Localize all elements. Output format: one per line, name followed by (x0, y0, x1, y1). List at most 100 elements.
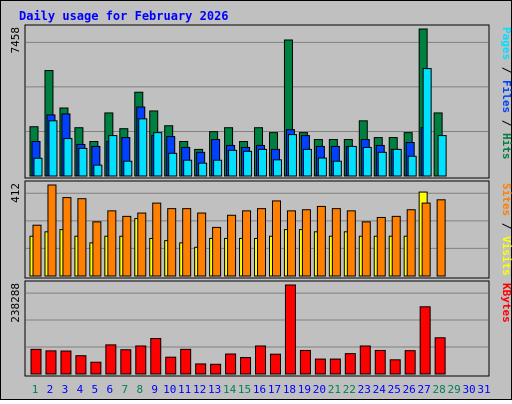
x-tick-label: 3 (62, 383, 69, 396)
x-tick-label: 26 (403, 383, 416, 396)
x-tick-label: 1 (32, 383, 39, 396)
x-tick-label: 28 (433, 383, 446, 396)
legend-part: Files (500, 80, 512, 113)
bar-kbytes (60, 350, 72, 375)
bar-sites (152, 202, 162, 277)
bar-sites (376, 216, 386, 277)
bar-sites (331, 208, 341, 277)
bar-pages (183, 159, 193, 177)
bar-kbytes (210, 363, 222, 375)
x-tick-label: 12 (193, 383, 206, 396)
bar-kbytes (225, 353, 237, 375)
bar-kbytes (105, 344, 117, 375)
bar-pages (332, 160, 342, 177)
bar-sites (182, 208, 192, 277)
bar-kbytes (135, 345, 147, 375)
bar-pages (213, 159, 223, 177)
y-max-label-kbytes: 238288 (9, 283, 22, 323)
bar-sites (436, 199, 446, 277)
legend-label-kbytes: KBytes (500, 283, 512, 323)
bar-sites (346, 210, 356, 277)
legend-part: Pages (500, 27, 512, 60)
bar-sites (257, 208, 267, 277)
bar-sites (316, 205, 326, 277)
bar-sites (391, 215, 401, 277)
x-tick-label: 23 (358, 383, 371, 396)
bar-sites (122, 215, 132, 277)
legend-part: Visits (500, 236, 512, 276)
bar-sites (421, 202, 431, 277)
bar-pages (228, 149, 238, 177)
bar-kbytes (284, 284, 296, 375)
bar-sites (47, 184, 57, 277)
bar-sites (271, 200, 281, 277)
bar-kbytes (314, 358, 326, 375)
x-tick-label: 31 (477, 383, 490, 396)
panel-requests: 7458 Pages / Files / Hits (9, 24, 512, 179)
bar-pages (138, 118, 148, 177)
x-tick-label: 24 (373, 383, 387, 396)
legend-label-requests: Pages / Files / Hits (500, 27, 512, 160)
bar-kbytes (255, 345, 267, 375)
x-tick-label: 21 (328, 383, 341, 396)
bar-pages (198, 162, 208, 177)
bar-sites (361, 221, 371, 277)
bar-pages (302, 148, 312, 177)
x-tick-label: 19 (298, 383, 311, 396)
x-tick-label: 4 (77, 383, 84, 396)
x-tick-label: 11 (178, 383, 191, 396)
x-tick-label: 2 (47, 383, 54, 396)
x-tick-label: 27 (418, 383, 431, 396)
bar-kbytes (75, 355, 87, 375)
bar-pages (108, 135, 118, 177)
bar-pages (287, 134, 297, 177)
bar-kbytes (180, 348, 192, 375)
bar-kbytes (120, 349, 132, 375)
bar-kbytes (299, 349, 311, 375)
bar-kbytes (329, 358, 341, 375)
bar-kbytes (419, 306, 431, 375)
bar-sites (167, 208, 177, 277)
bar-sites (242, 210, 252, 277)
bar-sites (137, 212, 147, 277)
bar-sites (406, 209, 416, 277)
chart-title: Daily usage for February 2026 (19, 9, 229, 23)
bar-kbytes (344, 353, 356, 375)
bar-sites (32, 224, 42, 277)
bar-kbytes (240, 357, 252, 375)
panel-kbytes: 238288 KBytes (9, 280, 512, 377)
bar-pages (48, 120, 58, 177)
x-axis-labels: 1 2 3 4 5 6 7 8 9 10 11 12 13 14 15 16 17 18 19 20 21 22 23 24 2… (32, 383, 491, 396)
bar-pages (153, 132, 163, 177)
y-max-label-visitors: 412 (9, 183, 22, 203)
bar-kbytes (165, 356, 177, 375)
x-tick-label: 17 (268, 383, 281, 396)
chart-panels: 7458 Pages / Files / Hits 412 Sites / Visit… (9, 24, 512, 377)
bar-pages (377, 151, 387, 177)
bar-pages (63, 138, 73, 177)
bar-sites (286, 210, 296, 277)
bar-kbytes (30, 348, 42, 375)
bar-kbytes (150, 338, 162, 375)
bar-pages (317, 157, 327, 177)
x-tick-label: 13 (208, 383, 221, 396)
bar-pages (392, 148, 402, 177)
bar-pages (33, 157, 43, 177)
bar-sites (197, 212, 207, 277)
legend-part: Sites (500, 183, 512, 216)
x-tick-label: 18 (283, 383, 296, 396)
legend-part: / (500, 216, 512, 236)
bar-kbytes (269, 353, 281, 375)
bar-pages (78, 147, 88, 177)
bar-pages (93, 164, 103, 177)
x-tick-label: 15 (238, 383, 251, 396)
bar-sites (227, 214, 237, 277)
bar-pages (272, 159, 282, 177)
bar-pages (243, 150, 253, 177)
x-tick-label: 25 (388, 383, 401, 396)
legend-label-visitors: Sites / Visits (500, 183, 512, 276)
x-tick-label: 29 (447, 383, 460, 396)
bar-pages (437, 135, 447, 177)
